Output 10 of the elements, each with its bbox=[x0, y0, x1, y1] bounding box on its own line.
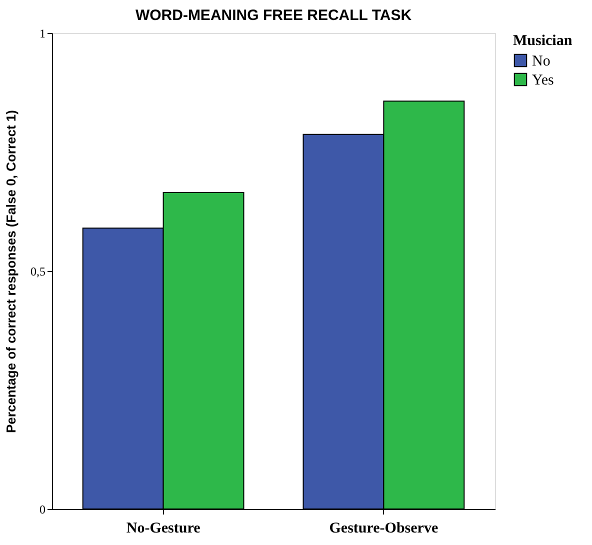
y-tick-label: 1 bbox=[40, 26, 46, 40]
chart-title: WORD-MEANING FREE RECALL TASK bbox=[135, 7, 412, 24]
x-tick-label: No-Gesture bbox=[126, 520, 201, 536]
x-tick-label: Gesture-Observe bbox=[329, 520, 438, 536]
legend-label: Yes bbox=[532, 72, 554, 88]
y-tick-label: 0,5 bbox=[30, 264, 46, 278]
legend-label: No bbox=[532, 54, 550, 70]
legend-title: Musician bbox=[513, 33, 573, 49]
y-tick-label: 0 bbox=[40, 502, 46, 516]
y-axis-title: Percentage of correct responses (False 0, Correct 1) bbox=[4, 110, 18, 433]
